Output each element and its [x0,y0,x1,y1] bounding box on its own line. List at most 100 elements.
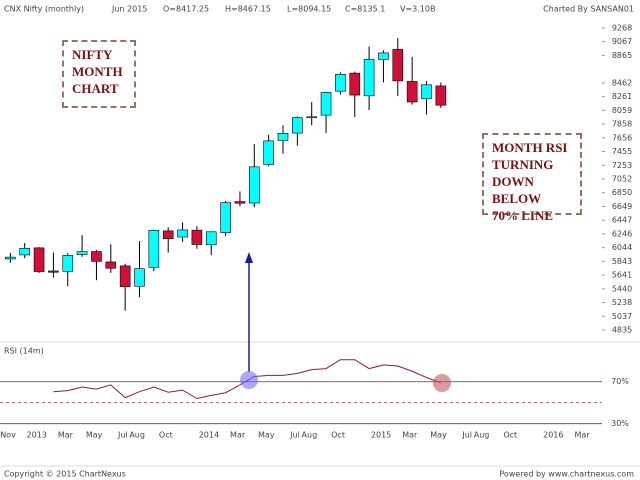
info-volume: V=3.10B [400,5,435,14]
candle-body [249,166,260,204]
candle-body [76,251,88,255]
highlight-circle [240,371,258,389]
info-close: C=8135.1 [345,5,385,14]
candle-body [378,52,389,60]
x-tick-label: 2016 [543,431,563,440]
y-tick-label: 6246 [612,229,632,238]
x-tick-label: Mar [230,431,246,440]
annotation-line: DOWN [492,174,534,189]
candle-body [205,231,217,246]
y-tick-label: 6044 [612,243,632,252]
x-tick-label: 2014 [199,431,219,440]
y-tick-label: 7656 [612,133,632,142]
candle-body [363,58,375,97]
y-tick-label: 7253 [612,161,632,170]
y-tick-label: 6850 [612,188,632,197]
info-open: O=8417.25 [163,5,209,14]
highlight-circle [433,374,451,392]
x-tick-label: May [430,431,447,440]
x-tick-label: Jul [461,431,472,440]
annotation-line: 70% LINE [492,208,554,223]
candle-body [5,256,16,260]
info-date: Jun 2015 [111,5,147,14]
candle-body [162,230,174,239]
x-tick-label: Nov [0,431,16,440]
y-tick-label: 6649 [612,202,632,211]
x-tick-label: Mar [402,431,418,440]
candle-body [177,229,188,238]
candle-body [119,265,131,287]
candle-body [406,81,418,103]
annotation-line: MONTH RSI [492,140,568,155]
candle-body [148,229,160,268]
annotation-line: MONTH [72,64,123,79]
candle-body [335,74,346,92]
y-tick-label: 4835 [612,326,632,335]
candle-body [134,268,145,287]
footer-left: Copyright © 2015 ChartNexus [4,470,126,479]
annotation-line: BELOW [492,191,542,206]
y-tick-label: 7052 [612,174,632,183]
arrow-head [245,252,253,263]
x-tick-label: 2013 [27,431,47,440]
info-high: H=8467.15 [225,5,271,14]
y-tick-label: 8059 [612,106,632,115]
annotation-box: NIFTY MONTH CHART [62,40,136,108]
x-tick-label: Oct [503,431,517,440]
y-tick-label: 7455 [612,147,632,156]
candle-body [234,201,246,204]
candle-body [292,117,303,134]
annotation-line: TURNING [492,157,554,172]
y-tick-label: 7858 [612,120,632,129]
candle-body [277,133,289,141]
candle-body [19,247,31,256]
annotation-line: NIFTY [72,47,113,62]
y-tick-label: 9067 [612,37,632,46]
y-tick-label: 6447 [612,216,632,225]
candle-body [105,261,117,269]
y-tick-label: 9268 [612,23,632,32]
y-tick-label: 8462 [612,78,632,87]
annotation-line: CHART [72,81,119,96]
candle-body [349,72,361,96]
info-low: L=8094.15 [287,5,331,14]
rsi-tick-label: 70% [611,377,629,386]
candle-body [220,202,231,233]
y-tick-label: 8865 [612,51,632,60]
x-tick-label: 2015 [371,431,391,440]
y-tick-label: 5641 [612,271,632,280]
candle-body [320,92,332,116]
candle-body [392,49,404,82]
credit: Charted By SANSAN01 [543,5,634,14]
x-tick-label: Aug [129,431,145,440]
candle-body [33,247,45,272]
rsi-label: RSI (14m) [4,347,44,356]
candle-body [306,116,318,119]
x-tick-label: May [86,431,103,440]
x-tick-label: May [258,431,275,440]
candle-body [421,84,432,100]
x-tick-label: Aug [474,431,490,440]
candle-body [263,140,274,165]
rsi-tick-label: 30% [611,419,629,428]
x-tick-label: Jul [117,431,128,440]
y-tick-label: 5440 [612,284,632,293]
candle-body [48,270,59,273]
x-tick-label: Mar [58,431,74,440]
x-tick-label: Mar [574,431,590,440]
y-tick-label: 5843 [612,257,632,266]
annotation-box: MONTH RSI TURNING DOWN BELOW 70% LINE [482,133,582,223]
x-tick-label: Oct [159,431,173,440]
candle-body [91,251,102,262]
chart-title: CNX Nifty (monthly) [4,5,84,14]
candle-body [62,255,74,272]
x-tick-label: Aug [302,431,318,440]
x-tick-label: Jul [289,431,300,440]
y-tick-label: 8261 [612,92,632,101]
candle-body [435,85,447,106]
candle-body [191,229,203,245]
x-tick-label: Oct [331,431,345,440]
footer-right: Powered by www.chartnexus.com [499,470,634,479]
